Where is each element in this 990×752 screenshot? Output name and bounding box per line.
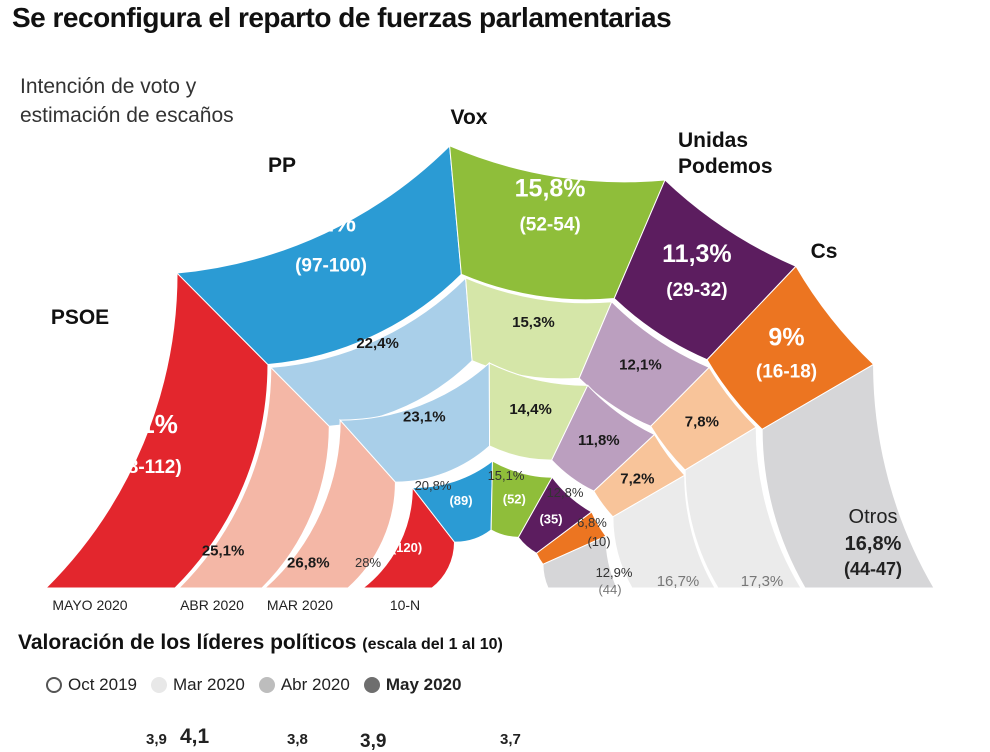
party-label-cs: Cs — [811, 240, 838, 263]
legend-label-oct-2019: Oct 2019 — [68, 675, 137, 694]
value-label-vox-10n: 15,1% — [488, 468, 525, 483]
ring3-otros-segment — [542, 535, 618, 589]
seat-label-psoe-10n: (120) — [392, 540, 422, 555]
leaders-section-title: Valoración de los líderes políticos (esc… — [18, 631, 503, 655]
value-label-psoe-may: 25,1% — [104, 409, 178, 439]
party-label-vox: Vox — [451, 106, 488, 129]
legend-dot-may-2020 — [363, 677, 380, 693]
value-label-otros-ring1: 17,3% — [741, 573, 784, 590]
ring0-otros-segment — [761, 363, 935, 589]
seat-label-otros-10n: (44) — [598, 582, 621, 597]
seat-label-otros-may: (44-47) — [844, 559, 902, 579]
value-label-cs-ring2: 7,2% — [620, 471, 654, 488]
value-label-cs-ring1: 7,8% — [685, 414, 719, 431]
value-label-psoe-ring2: 26,8% — [287, 555, 330, 572]
ring2-otros-segment — [612, 474, 716, 589]
legend-item-oct-2019: Oct 2019 — [46, 675, 137, 695]
seat-label-pp-may: (97-100) — [295, 255, 367, 276]
subtitle-line-1: Intención de voto y — [20, 75, 197, 98]
ring1-otros-segment — [684, 426, 802, 589]
legend-label-abr-2020: Abr 2020 — [280, 675, 350, 694]
value-label-psoe-10n: 28% — [355, 555, 381, 570]
value-label-vox-ring1: 15,3% — [512, 314, 555, 331]
seat-label-cs-10n: (10) — [587, 534, 610, 549]
party-label-unidas: Unidas — [678, 129, 748, 152]
leader-rating: 3,9 — [146, 731, 167, 748]
value-label-otros-ring2: 16,7% — [657, 573, 700, 590]
value-label-pp-10n: 20,8% — [415, 478, 452, 493]
chart-title: Se reconfigura el reparto de fuerzas par… — [12, 2, 672, 33]
ring-label-1: ABR 2020 — [180, 597, 244, 613]
party-label-otros: Otros — [849, 506, 898, 528]
party-label-podemos: Podemos — [678, 155, 773, 178]
ring-label-2: MAR 2020 — [267, 597, 333, 613]
subtitle-line-2: estimación de escaños — [20, 104, 234, 127]
value-label-vox-ring2: 14,4% — [509, 401, 552, 418]
value-label-up-10n: 12,8% — [547, 485, 584, 500]
leaders-scale-note: (escala del 1 al 10) — [362, 636, 503, 653]
legend-label-mar-2020: Mar 2020 — [173, 675, 245, 694]
leader-rating: 3,7 — [500, 731, 521, 748]
seat-label-pp-10n: (89) — [449, 493, 472, 508]
seat-label-vox-may: (52-54) — [519, 215, 580, 236]
leader-rating: 3,8 — [287, 731, 308, 748]
leaders-title-text: Valoración de los líderes políticos — [18, 631, 357, 654]
ring-label-0: MAYO 2020 — [52, 597, 127, 613]
leader-rating: 4,1 — [180, 725, 210, 748]
hemicycle-chart: 25,1% (108-112) 22% (97-100) 15,8% (52-54) 11,… — [44, 106, 935, 613]
seat-label-vox-10n: (52) — [503, 492, 526, 507]
leaders-legend: Oct 2019 Mar 2020 Abr 2020 May 2020 — [46, 675, 475, 695]
legend-dot-abr-2020 — [258, 677, 275, 693]
legend-item-may-2020: May 2020 — [363, 675, 462, 695]
value-label-up-ring1: 12,1% — [619, 356, 662, 373]
party-label-psoe: PSOE — [51, 306, 109, 329]
value-label-up-may: 11,3% — [662, 240, 732, 268]
legend-label-may-2020: May 2020 — [385, 675, 462, 694]
seat-label-psoe-may: (108-112) — [100, 457, 181, 478]
value-label-vox-may: 15,8% — [515, 175, 586, 203]
value-label-cs-10n: 6,8% — [577, 515, 607, 530]
value-label-otros-10n: 12,9% — [596, 565, 633, 580]
legend-item-abr-2020: Abr 2020 — [258, 675, 350, 695]
value-label-pp-ring2: 23,1% — [403, 409, 446, 426]
value-label-psoe-ring1: 25,1% — [202, 543, 245, 560]
value-label-otros-may: 16,8% — [845, 533, 902, 555]
legend-dot-mar-2020 — [151, 677, 167, 693]
value-label-pp-may: 22% — [306, 209, 356, 237]
party-label-pp: PP — [268, 154, 296, 177]
legend-dot-oct-2019 — [46, 677, 62, 693]
value-label-pp-ring1: 22,4% — [356, 335, 399, 352]
seat-label-up-may: (29-32) — [666, 280, 727, 301]
ring-label-3: 10-N — [390, 597, 420, 613]
chart-subtitle: Intención de voto y estimación de escaño… — [20, 72, 260, 130]
legend-item-mar-2020: Mar 2020 — [151, 675, 245, 695]
seat-label-cs-may: (16-18) — [756, 362, 817, 383]
value-label-up-ring2: 11,8% — [578, 432, 620, 449]
seat-label-up-10n: (35) — [539, 512, 562, 527]
value-label-cs-may: 9% — [768, 324, 804, 352]
